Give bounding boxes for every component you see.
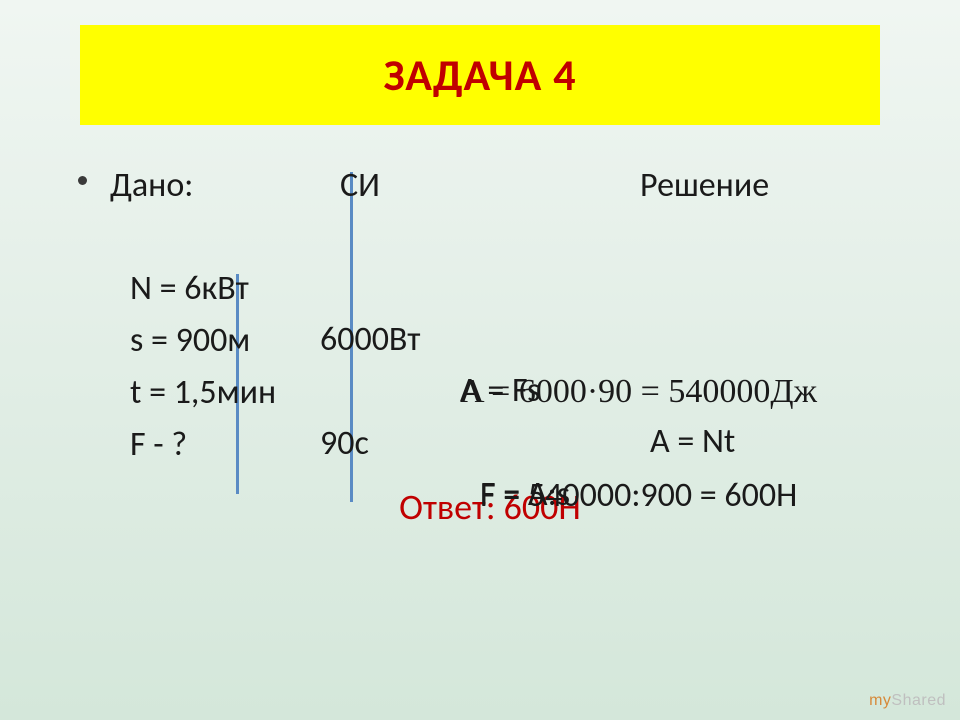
- bullet-icon: [78, 176, 87, 185]
- row-s: s = 900м A = 6000·90 = 540000Дж: [80, 264, 900, 316]
- watermark: myShared: [869, 692, 946, 710]
- title-banner: ЗАДАЧА 4: [80, 25, 880, 125]
- watermark-my: my: [869, 692, 891, 709]
- header-row: Дано: СИ Решение: [80, 160, 900, 212]
- content-area: Дано: СИ Решение N = 6кВт 6000Вт A = Fs …: [80, 160, 900, 534]
- row-N: N = 6кВт 6000Вт A = Fs A = Nt: [80, 212, 900, 264]
- label-dano: Дано:: [110, 160, 193, 211]
- label-si: СИ: [340, 160, 380, 211]
- eq-F-calc: F = 540000:900 = 600Н: [480, 470, 797, 521]
- eq-Nt: A = Nt: [650, 416, 735, 467]
- watermark-shared: Shared: [891, 692, 946, 709]
- row-t: t = 1,5мин 90с F = A:s: [80, 316, 900, 368]
- row-F: F - ? F = 540000:900 = 600Н: [80, 368, 900, 420]
- si-t: 90с: [320, 418, 369, 469]
- label-reshenie: Решение: [640, 160, 769, 211]
- title-text: ЗАДАЧА 4: [383, 48, 576, 102]
- given-F: F - ?: [130, 419, 187, 470]
